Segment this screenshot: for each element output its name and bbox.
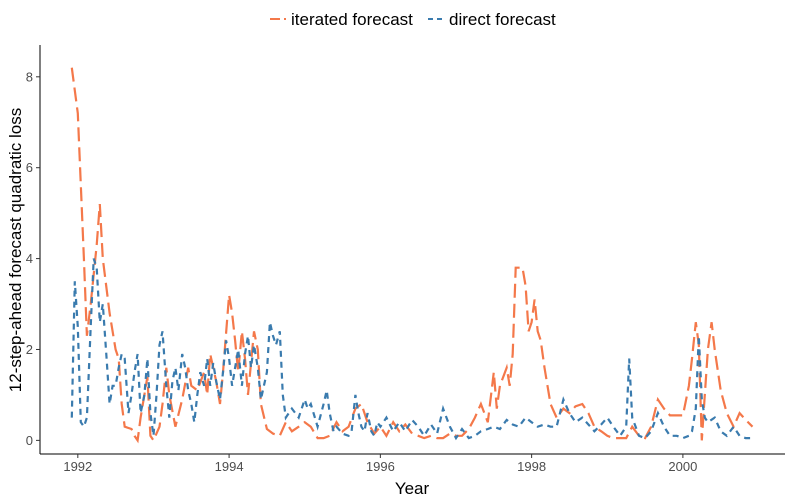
- ticks-layer: 0 2 4 6 8 1992 1994 1996 1998 2000: [26, 69, 698, 474]
- x-tick-label: 2000: [668, 459, 697, 474]
- y-tick-label: 2: [26, 342, 33, 357]
- series-line-iterated-forecast: [70, 67, 754, 444]
- y-axis-title: 12-step-ahead forecast quadratic loss: [6, 108, 25, 392]
- y-tick-label: 8: [26, 69, 33, 84]
- legend-label-direct-forecast: direct forecast: [449, 10, 556, 29]
- y-tick-label: 0: [26, 433, 33, 448]
- legend: iterated forecast direct forecast: [270, 10, 556, 29]
- series-layer: [70, 67, 754, 444]
- x-tick-label: 1992: [63, 459, 92, 474]
- x-axis-title: Year: [395, 479, 430, 498]
- x-tick-label: 1994: [215, 459, 244, 474]
- y-tick-label: 6: [26, 160, 33, 175]
- x-tick-label: 1996: [366, 459, 395, 474]
- x-tick-label: 1998: [517, 459, 546, 474]
- series-line-direct-forecast: [70, 258, 753, 441]
- legend-label-iterated-forecast: iterated forecast: [291, 10, 413, 29]
- y-tick-label: 4: [26, 251, 33, 266]
